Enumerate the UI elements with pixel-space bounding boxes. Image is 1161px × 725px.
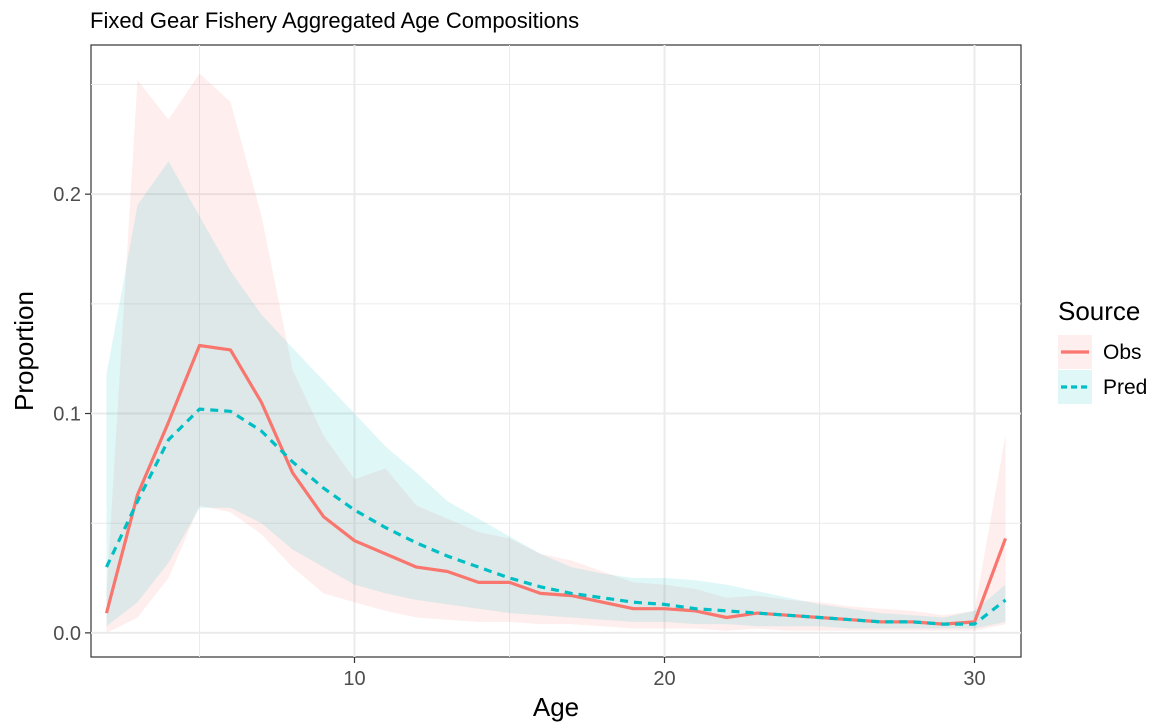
legend-item-pred: Pred — [1058, 370, 1147, 404]
x-tick-label: 10 — [343, 668, 365, 690]
legend-item-obs: Obs — [1058, 335, 1142, 369]
plot-panel — [90, 44, 1022, 658]
y-axis-title: Proportion — [9, 291, 39, 411]
axis-ticks: 10 20 30 0.0 0.1 0.2 — [53, 184, 985, 690]
x-tick-label: 20 — [653, 668, 675, 690]
x-tick-label: 30 — [963, 668, 985, 690]
legend-title: Source — [1058, 296, 1140, 326]
legend: Source Obs Pred — [1058, 296, 1147, 404]
y-tick-label: 0.1 — [53, 404, 81, 426]
pred-line — [105, 407, 1007, 626]
series-lines — [104, 343, 1007, 626]
confidence-ribbons — [106, 73, 1006, 633]
y-tick-label: 0.0 — [53, 623, 81, 645]
y-tick-label: 0.2 — [53, 184, 81, 206]
pred-ribbon — [106, 161, 1006, 629]
legend-label: Pred — [1103, 376, 1147, 399]
obs-line — [104, 343, 1007, 626]
legend-label: Obs — [1103, 341, 1142, 364]
obs-ribbon — [106, 73, 1006, 633]
chart-title: Fixed Gear Fishery Aggregated Age Compos… — [90, 8, 579, 33]
grid — [91, 45, 1021, 657]
legend-items: Obs Pred — [1058, 335, 1147, 404]
x-axis-title: Age — [533, 692, 579, 722]
